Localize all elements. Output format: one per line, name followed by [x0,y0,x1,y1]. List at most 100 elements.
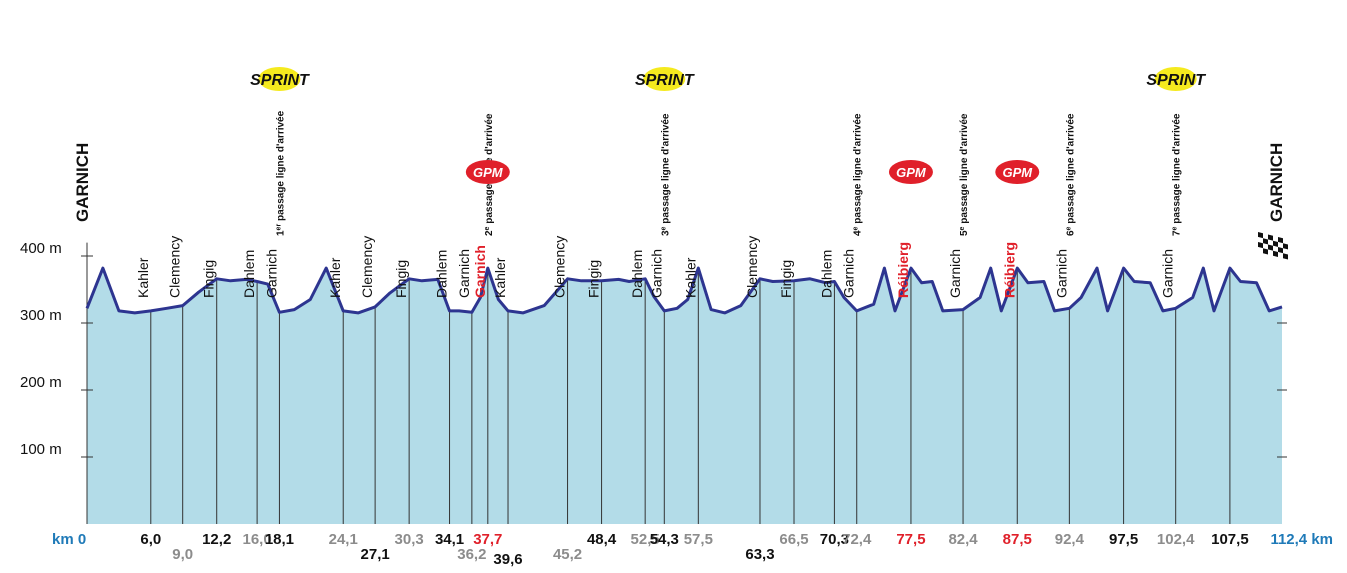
checkered-flag-icon [1258,232,1288,260]
km-label: 24,1 [329,531,358,548]
km-label: 57,5 [684,531,713,548]
km-label: 102,4 [1157,531,1195,548]
km-label: 48,4 [587,531,617,548]
place-label: Kahler [682,257,698,298]
gpm-place-label: Réibierg [895,242,911,298]
km-label: 66,5 [779,531,808,548]
passage-ordinal: 2 [484,230,495,236]
place-label: Fingig [393,260,409,298]
passage-ordinal: 1 [275,230,286,236]
gpm-badge-label: GPM [1002,165,1033,180]
place-label: Clemency [552,236,568,298]
flag-cell [1283,243,1288,250]
sprint-label: SPRINT [1146,72,1206,89]
flag-cell [1268,249,1273,256]
flag-cell [1268,244,1273,251]
passage-text: passage ligne d'arrivée [660,113,671,226]
km-label: 112,4 km [1270,531,1333,548]
passage-sup: e [853,226,860,230]
passage-text: passage ligne d'arrivée [275,110,286,223]
elevation-area [87,268,1282,524]
km-label: 92,4 [1055,531,1085,548]
sprint-label: SPRINT [250,72,310,89]
km-label: 52,5 [631,531,660,548]
passage-sup: e [1065,226,1072,230]
passage-label: 5e passage ligne d'arrivée [959,113,970,236]
km-label: 37,7 [473,531,502,548]
km-label: 30,3 [395,531,424,548]
sprint-badge: SPRINT [250,67,310,91]
gpm-place-label: Réibierg [1001,242,1017,298]
flag-cell [1268,239,1273,246]
place-label: Clemency [744,236,760,298]
km-label: 72,4 [842,531,872,548]
passage-ordinal: 6 [1065,230,1076,236]
sprint-badge-bg [1154,67,1197,91]
km-label: 45,2 [553,546,582,563]
finish-label: GARNICH [1267,143,1286,222]
gpm-badge: GPM [995,160,1040,184]
flag-cell [1283,253,1288,260]
km-label: 54,3 [650,531,679,548]
flag-cell [1263,248,1268,255]
km-label: 63,3 [745,546,774,563]
passage-label: 4e passage ligne d'arrivée [853,113,864,236]
km-label: 70,3 [820,531,849,548]
km-label: 18,1 [265,531,294,548]
flag-cell [1263,243,1268,250]
flag-cell [1283,248,1288,255]
sprint-badge: SPRINT [1146,67,1206,91]
passage-ordinal: 3 [660,230,671,236]
flag-cell [1258,237,1263,244]
km-label: 39,6 [493,551,522,568]
labels-layer: km 0 6,0 Kahler 9,0 Clemency 12,2 Fingig 16,0 Da… [52,110,1333,568]
passage-ordinal: 7 [1172,230,1183,236]
y-tick-label: 300 m [20,307,62,324]
flag-cell [1278,241,1283,249]
km-label: 9,0 [172,546,193,563]
place-label: Garnich [1160,249,1176,298]
km-label: 107,5 [1211,531,1249,548]
passage-label: 7e passage ligne d'arrivée [1172,113,1183,236]
passage-sup: e [959,226,966,230]
gpm-badge-label: GPM [896,165,927,180]
place-label: Dahlem [241,250,257,298]
place-label: Kahler [135,257,151,298]
gpm-badge-bg [995,160,1040,184]
place-label: Garnich [648,249,664,298]
place-label: Dahlem [629,250,645,298]
marker-lines-layer [150,268,1231,524]
km-label: 6,0 [140,531,161,548]
passage-label: 3e passage ligne d'arrivée [660,113,671,236]
sprint-label: SPRINT [635,72,695,89]
passage-sup: e [660,226,667,230]
sprint-badge-bg [258,67,301,91]
flag-cell [1273,235,1278,242]
gpm-badge: GPM [888,160,933,184]
place-label: Clemency [359,236,375,298]
sprint-badge: SPRINT [635,67,695,91]
flag-cell [1278,251,1283,259]
km-label: 97,5 [1109,531,1138,548]
axis-layer: 100 m 200 m 300 m 400 m [20,240,1287,524]
place-label: Fingig [586,260,602,298]
place-label: Kahler [327,257,343,298]
km-label: 12,2 [202,531,231,548]
km-label: 77,5 [896,531,925,548]
flag-cell [1273,240,1278,247]
passage-text: passage ligne d'arrivée [1065,113,1076,226]
gpm-badge-bg [888,160,933,184]
passage-sup: e [1172,226,1179,230]
gpm-badge-bg [465,160,510,184]
flag-cell [1268,234,1273,241]
gpm-badge: GPM [465,160,510,184]
place-label: Fingig [201,260,217,298]
place-label: Fingig [778,260,794,298]
place-label: Kahler [492,257,508,298]
passage-ordinal: 4 [853,230,864,236]
km-label: 36,2 [457,546,486,563]
place-label: Dahlem [434,250,450,298]
place-label: Garnich [456,249,472,298]
passage-text: passage ligne d'arrivée [1172,113,1183,226]
